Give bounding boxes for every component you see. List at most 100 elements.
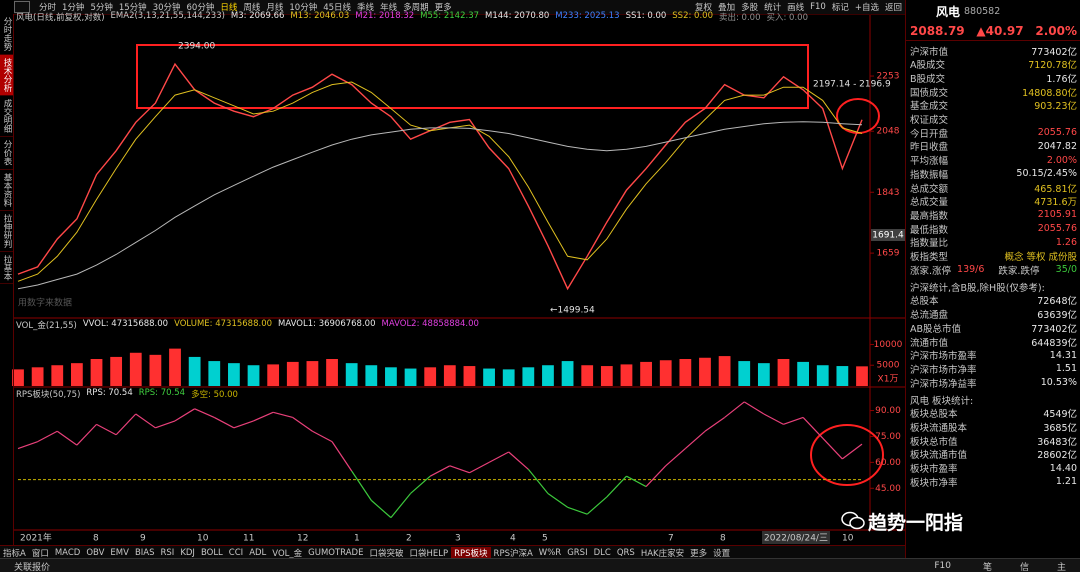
indicator-tab[interactable]: CCI xyxy=(228,547,244,558)
period-tab[interactable]: 周线 xyxy=(243,3,261,13)
y-tick-label: 10000 xyxy=(874,340,903,350)
period-tab[interactable]: 10分钟 xyxy=(289,3,318,13)
volume-bar xyxy=(424,367,437,386)
indicator-tab[interactable]: 更多 xyxy=(690,548,708,559)
indicator-tab[interactable]: ADL xyxy=(249,547,267,558)
tool-button[interactable]: +自选 xyxy=(854,3,879,13)
period-tab[interactable]: 1分钟 xyxy=(62,3,85,13)
info-label: 板块市净率 xyxy=(910,477,958,489)
rps-segment xyxy=(842,443,863,460)
period-tab[interactable]: 日线 xyxy=(220,3,238,13)
indicator-tab[interactable]: RPS沪深A xyxy=(493,548,533,559)
period-tab[interactable]: 30分钟 xyxy=(152,3,181,13)
info-label: 权证成交 xyxy=(910,115,949,126)
info-value: 4731.6万 xyxy=(1034,197,1077,209)
rps-segment xyxy=(763,413,784,425)
volume-bar xyxy=(600,366,613,386)
period-tab[interactable]: 60分钟 xyxy=(186,3,215,13)
info-value: 773402亿 xyxy=(1031,323,1077,335)
annotation: 用数字来数据 xyxy=(18,297,72,309)
volume-bar xyxy=(757,363,770,386)
indicator-value: VOLUME: 47315688.00 xyxy=(174,319,273,329)
rps-segment xyxy=(704,416,725,432)
status-icon[interactable]: 信 xyxy=(1019,562,1029,572)
period-tab[interactable]: 多周期 xyxy=(403,3,429,13)
side-tab[interactable]: 技术分析 xyxy=(0,55,13,96)
indicator-tab[interactable]: RPS板块 xyxy=(451,546,491,559)
side-tab[interactable]: 分时走势 xyxy=(0,14,13,55)
indicator-tab[interactable]: 窗口 xyxy=(31,548,49,559)
indicator-tab[interactable]: GRSI xyxy=(567,547,588,558)
toolbar: 分时 1分钟 5分钟 15分钟 30分钟 60分钟 日线 周线 月线 10分钟 45日线 季线 年线 多周… xyxy=(14,0,905,15)
info-label: 涨家.涨停 xyxy=(910,265,952,277)
side-tab[interactable]: 成交明细 xyxy=(0,96,13,137)
indicator-tab[interactable]: DLC xyxy=(593,547,611,558)
indicator-tab[interactable]: 口袋HELP xyxy=(409,548,449,559)
volume-bar xyxy=(404,368,417,386)
info-label: B股成交 xyxy=(910,73,946,85)
info-row: 最高指数 2105.91 xyxy=(910,208,1077,222)
indicator-value: MAVOL1: 36906768.00 xyxy=(278,319,376,329)
indicator-tab[interactable]: BOLL xyxy=(200,547,223,558)
indicator-tab[interactable]: BIAS xyxy=(134,547,155,558)
rps-segment xyxy=(390,493,412,519)
tool-button[interactable]: 标记 xyxy=(831,3,849,13)
volume-bar xyxy=(306,361,319,386)
indicator-tab[interactable]: OBV xyxy=(86,547,105,558)
tool-button[interactable]: F10 xyxy=(810,2,826,12)
indicator-tab[interactable]: RSI xyxy=(160,547,175,558)
annotation: 1691.4 xyxy=(872,231,904,241)
indicator-tab[interactable]: HAK庄家安 xyxy=(640,548,685,559)
tool-button[interactable]: 返回 xyxy=(884,3,902,13)
status-f10[interactable]: F10 xyxy=(934,561,951,571)
indicator-value: M13: 2046.03 xyxy=(290,11,350,21)
tool-button[interactable]: 统计 xyxy=(764,3,782,13)
period-tab[interactable]: 更多 xyxy=(434,3,452,13)
info-row: 最低指数 2055.76 xyxy=(910,222,1077,236)
indicator-tab[interactable]: 指标A xyxy=(3,548,26,559)
indicator-value: 风电(日线,前复权,对数) xyxy=(16,13,105,23)
info-value: 7120.78亿 xyxy=(1028,60,1077,72)
y-tick-label: 5000 xyxy=(877,361,900,371)
period-tab[interactable]: 年线 xyxy=(380,3,398,13)
tool-button[interactable]: 画线 xyxy=(787,3,805,13)
info-label: 总流通盘 xyxy=(910,310,949,322)
side-tab[interactable]: 拉基本 xyxy=(0,252,13,284)
indicator-tab[interactable]: W%R xyxy=(538,547,562,558)
indicator-value: M144: 2070.80 xyxy=(485,11,550,21)
period-tab[interactable]: 分时 xyxy=(39,3,57,13)
indicator-value: MAVOL2: 48858884.00 xyxy=(381,319,479,329)
indicator-tab[interactable]: MACD xyxy=(54,547,81,558)
info-value: 773402亿 xyxy=(1031,46,1077,58)
info-label: 今日开盘 xyxy=(910,128,949,140)
info-row: 板块总市值 36483亿 xyxy=(910,434,1077,448)
indicator-tab[interactable]: 口袋突破 xyxy=(369,548,404,559)
status-icon[interactable]: 主 xyxy=(1056,562,1066,572)
side-tab[interactable]: 拉伸研判 xyxy=(0,211,13,252)
side-tab[interactable]: 分价表 xyxy=(0,137,13,170)
indicator-tab[interactable]: QRS xyxy=(616,547,635,558)
indicator-tab[interactable]: GUMOTRADE xyxy=(308,547,364,558)
tool-button[interactable]: 叠加 xyxy=(718,3,736,13)
status-icon[interactable]: 笔 xyxy=(982,562,992,572)
period-tab[interactable]: 季线 xyxy=(357,3,375,13)
indicator-tab[interactable]: EMV xyxy=(110,547,129,558)
info-label: 跌家.跌停 xyxy=(998,265,1040,277)
indicator-tab[interactable]: VOL_金 xyxy=(272,548,303,559)
period-tab[interactable]: 45日线 xyxy=(323,3,352,13)
period-tab[interactable]: 5分钟 xyxy=(90,3,113,13)
period-tab[interactable]: 月线 xyxy=(266,3,284,13)
info-value: 644839亿 xyxy=(1031,337,1077,349)
indicator-tab[interactable]: 设置 xyxy=(713,548,731,559)
tool-button[interactable]: 多股 xyxy=(741,3,759,13)
volume-bar xyxy=(738,361,751,386)
volume-bar xyxy=(90,359,103,386)
info-value: 2055.76 xyxy=(1037,127,1077,139)
tool-button[interactable]: 复权 xyxy=(695,3,713,13)
side-tab[interactable]: 基本资料 xyxy=(0,170,13,211)
x-tick-label: 7 xyxy=(668,534,674,544)
period-tab[interactable]: 15分钟 xyxy=(118,3,147,13)
info-row: 总股本 72648亿 xyxy=(910,294,1077,307)
indicator-tab[interactable]: KDJ xyxy=(180,547,195,558)
